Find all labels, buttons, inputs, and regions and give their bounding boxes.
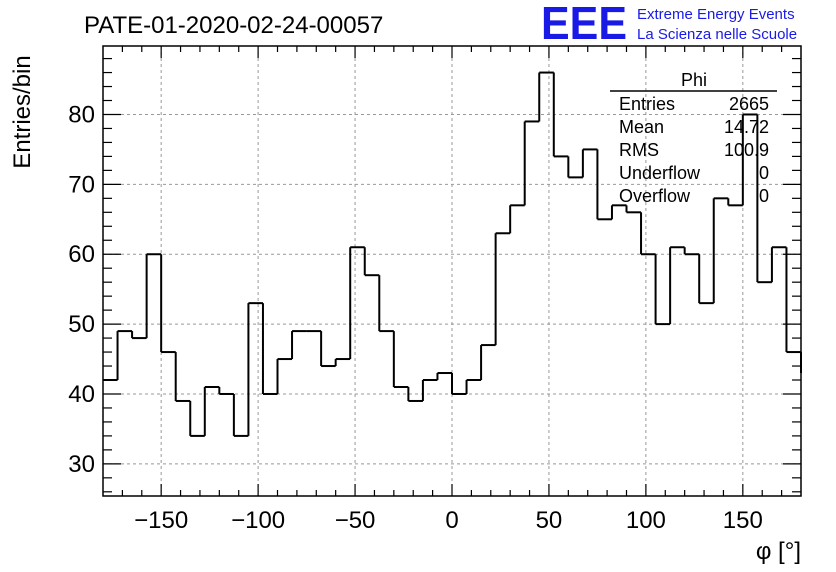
y-tick-label: 50 [68, 311, 95, 338]
x-tick-labels: −150 −100 −50 0 50 100 150 [134, 507, 763, 534]
stats-title: Phi [681, 70, 707, 90]
stats-value: 0 [759, 186, 769, 206]
y-tick-label: 80 [68, 101, 95, 128]
stats-box: Phi Entries 2665 Mean 14.72 RMS 100.9 Underflo… [610, 70, 777, 206]
y-tick-label: 30 [68, 451, 95, 478]
histogram-bars [103, 71, 802, 437]
stats-value: 14.72 [724, 117, 769, 137]
logo-line1: Extreme Energy Events [637, 6, 795, 23]
x-tick-label: −50 [335, 507, 376, 534]
x-tick-label: 0 [445, 507, 458, 534]
y-axis-title: Entries/bin [9, 55, 36, 168]
x-tick-label: −150 [134, 507, 188, 534]
y-tick-label: 70 [68, 171, 95, 198]
stats-label: Underflow [619, 163, 701, 183]
stats-label: Overflow [619, 186, 691, 206]
stats-label: Entries [619, 94, 675, 114]
stats-rows: Entries 2665 Mean 14.72 RMS 100.9 Underflow 0 Ov… [619, 94, 769, 206]
stats-value: 0 [759, 163, 769, 183]
axis-ticks [103, 46, 801, 496]
x-tick-label: −100 [231, 507, 285, 534]
y-tick-label: 60 [68, 241, 95, 268]
x-axis-title: φ [°] [756, 538, 801, 565]
stats-label: RMS [619, 140, 659, 160]
eee-logo: EEE [541, 0, 627, 49]
grid [103, 46, 801, 496]
run-title: PATE-01-2020-02-24-00057 [84, 12, 383, 39]
y-tick-label: 40 [68, 381, 95, 408]
logo-line2: La Scienza nelle Scuole [637, 26, 797, 43]
stats-value: 2665 [729, 94, 769, 114]
y-tick-labels: 30 40 50 60 70 80 [68, 101, 95, 477]
stats-label: Mean [619, 117, 664, 137]
x-tick-label: 50 [536, 507, 563, 534]
x-tick-label: 150 [723, 507, 763, 534]
x-tick-label: 100 [626, 507, 666, 534]
stats-value: 100.9 [724, 140, 769, 160]
